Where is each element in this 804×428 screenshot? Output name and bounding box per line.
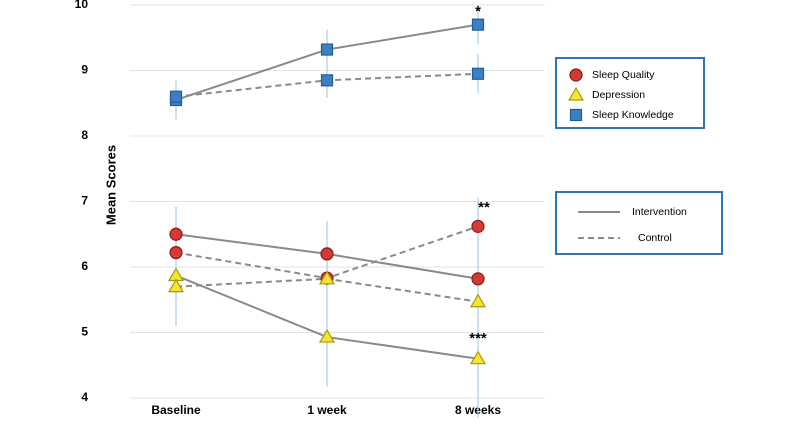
x-tick-label: 1 week xyxy=(307,403,347,417)
point xyxy=(169,227,183,241)
point xyxy=(320,43,334,56)
annotation: * xyxy=(475,3,481,20)
point xyxy=(471,67,485,80)
y-tick-label: 7 xyxy=(81,194,88,208)
x-tick-label: Baseline xyxy=(151,403,201,417)
y-axis-label: Mean Scores xyxy=(103,145,118,225)
point xyxy=(471,18,485,31)
point xyxy=(169,245,183,260)
legend-lines xyxy=(555,191,723,255)
point xyxy=(471,219,485,233)
legend-label: Depression xyxy=(592,89,645,101)
point xyxy=(469,350,487,365)
point xyxy=(320,247,334,261)
point xyxy=(167,278,185,293)
legend-marker xyxy=(567,86,585,101)
point xyxy=(169,90,183,103)
y-tick-label: 9 xyxy=(81,63,88,77)
y-tick-label: 5 xyxy=(81,325,88,339)
point xyxy=(320,74,334,87)
point xyxy=(469,293,487,308)
legend-label: Sleep Knowledge xyxy=(592,109,674,121)
point xyxy=(471,272,485,286)
annotation: *** xyxy=(469,330,487,347)
legend-label: Control xyxy=(638,232,672,244)
point xyxy=(318,328,336,343)
y-tick-label: 10 xyxy=(75,0,89,11)
point xyxy=(318,270,336,285)
y-tick-label: 8 xyxy=(81,128,88,142)
legend-label: Sleep Quality xyxy=(592,69,655,81)
y-tick-label: 4 xyxy=(81,390,88,404)
legend-label: Intervention xyxy=(632,206,687,218)
annotation: ** xyxy=(478,199,490,216)
legend-marker xyxy=(569,108,583,122)
legend-marker xyxy=(569,68,583,82)
y-tick-label: 6 xyxy=(81,259,88,273)
